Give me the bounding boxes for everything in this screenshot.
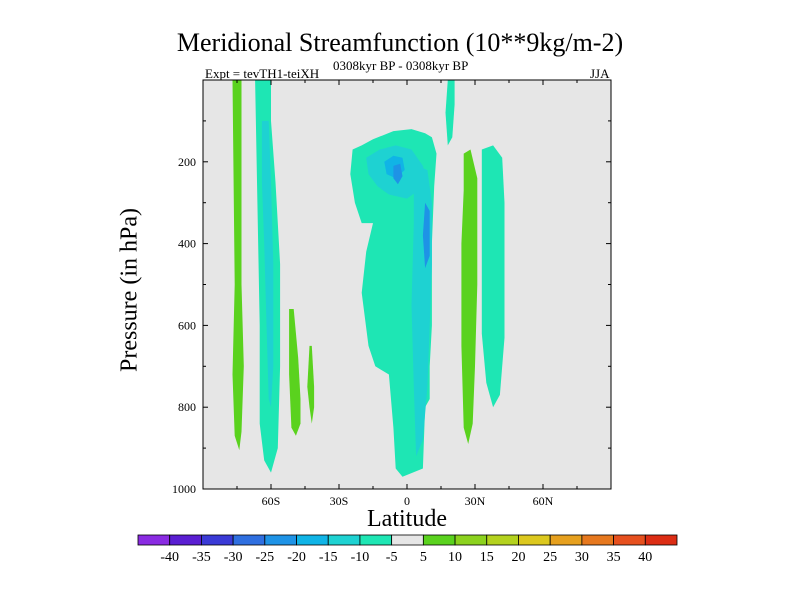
colorbar-swatch bbox=[644, 534, 678, 546]
experiment-label: Expt = tevTH1-teiXH bbox=[205, 66, 320, 81]
colorbar-label: -20 bbox=[287, 550, 306, 565]
colorbar-label: 35 bbox=[607, 550, 621, 565]
colorbar-label: -30 bbox=[224, 550, 243, 565]
colorbar-swatch bbox=[613, 534, 646, 546]
y-tick-label: 400 bbox=[178, 237, 196, 251]
x-tick-label: 0 bbox=[404, 494, 410, 508]
colorbar-label: -5 bbox=[386, 550, 398, 565]
colorbar-swatch bbox=[391, 534, 424, 546]
x-tick-label: 60N bbox=[533, 494, 554, 508]
x-tick-label: 30S bbox=[330, 494, 349, 508]
colorbar-label: -15 bbox=[319, 550, 338, 565]
colorbar-label: 10 bbox=[448, 550, 462, 565]
contour-region-13 bbox=[481, 145, 505, 408]
colorbar-label: 25 bbox=[543, 550, 557, 565]
colorbar-swatch bbox=[454, 534, 488, 546]
contour-region-2 bbox=[261, 120, 274, 408]
x-tick-label: 60S bbox=[262, 494, 281, 508]
colorbar-swatch bbox=[549, 534, 583, 546]
colorbar-label: -35 bbox=[192, 550, 211, 565]
period-label: 0308kyr BP - 0308kyr BP bbox=[333, 58, 469, 73]
colorbar-label: 5 bbox=[420, 550, 427, 565]
contour-region-4 bbox=[307, 345, 315, 424]
x-tick-label: 30N bbox=[465, 494, 486, 508]
y-tick-label: 200 bbox=[178, 155, 196, 169]
colorbar: -40 -35 -30 -25 -20 -15 -10 -5 5 10 15 20 25 30 35 40 bbox=[137, 534, 678, 565]
colorbar-label: -10 bbox=[351, 550, 370, 565]
colorbar-swatch bbox=[169, 534, 202, 546]
colorbar-swatch bbox=[296, 534, 329, 546]
colorbar-label: 20 bbox=[511, 550, 525, 565]
colorbar-swatch bbox=[327, 534, 361, 546]
colorbar-label: -40 bbox=[160, 550, 179, 565]
contour-region-3 bbox=[289, 309, 301, 436]
colorbar-swatch bbox=[422, 534, 456, 546]
contour-region-12 bbox=[461, 149, 478, 444]
colorbar-label: 15 bbox=[480, 550, 494, 565]
season-label: JJA bbox=[590, 66, 610, 81]
colorbar-label: 40 bbox=[638, 550, 652, 565]
y-tick-label: 1000 bbox=[172, 482, 196, 496]
colorbar-label: 30 bbox=[575, 550, 589, 565]
colorbar-swatch bbox=[486, 534, 519, 546]
contour-region-11 bbox=[445, 80, 455, 146]
colorbar-swatch bbox=[232, 534, 266, 546]
colorbar-swatch bbox=[518, 534, 551, 546]
contour-regions bbox=[232, 80, 505, 477]
colorbar-swatch bbox=[581, 534, 614, 546]
contour-region-10 bbox=[422, 202, 430, 269]
y-tick-label: 800 bbox=[178, 400, 196, 414]
colorbar-swatch bbox=[137, 534, 171, 546]
colorbar-swatch bbox=[264, 534, 297, 546]
colorbar-label: -25 bbox=[255, 550, 274, 565]
contour-region-0 bbox=[232, 80, 244, 451]
x-axis-label: Latitude bbox=[367, 506, 447, 532]
y-tick-label: 600 bbox=[178, 318, 196, 332]
colorbar-swatch bbox=[359, 534, 393, 546]
chart-title: Meridional Streamfunction (10**9kg/m-2) bbox=[176, 28, 624, 57]
contour-region-9 bbox=[393, 163, 403, 185]
colorbar-swatch bbox=[201, 534, 234, 546]
